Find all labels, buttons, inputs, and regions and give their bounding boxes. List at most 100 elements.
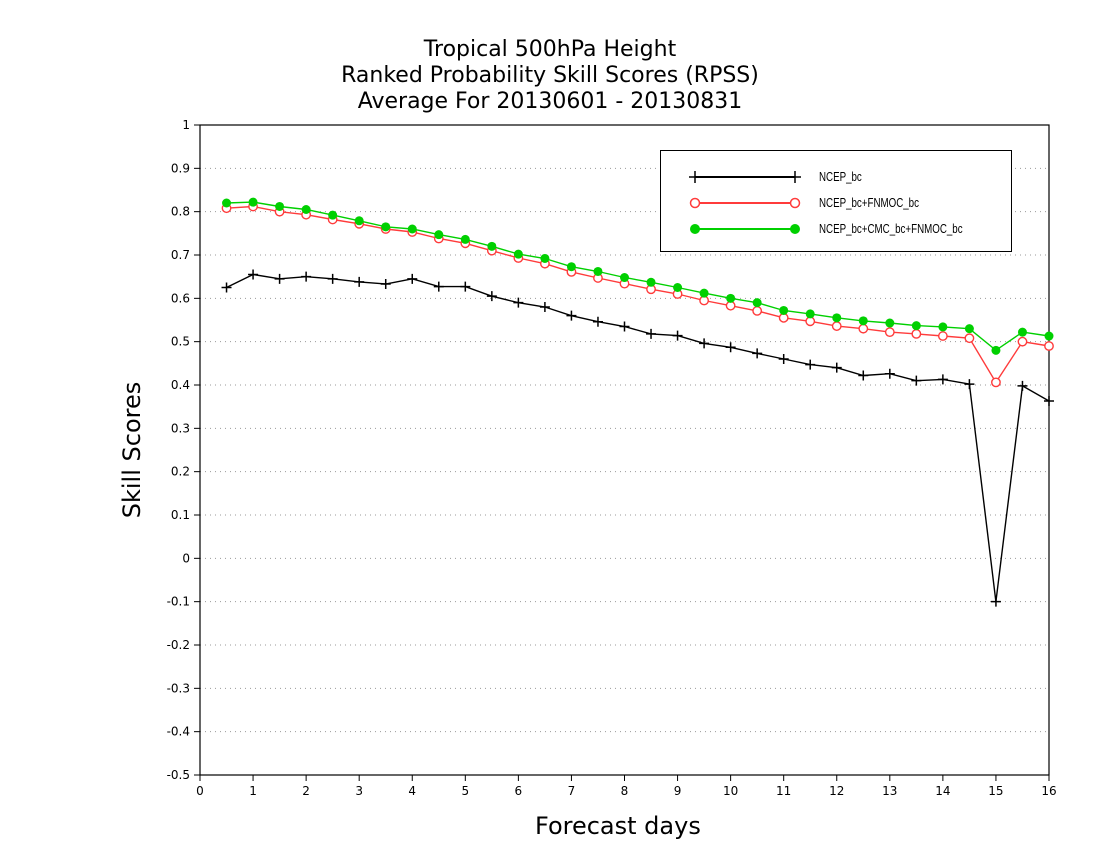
- legend-plus-marker-right: [789, 171, 801, 183]
- legend-plus-marker-left: [689, 171, 701, 183]
- data-point-filled-circle: [540, 253, 550, 263]
- x-tick-label: 7: [568, 784, 576, 798]
- data-point-filled-circle: [593, 266, 603, 276]
- y-tick-label: 0.6: [171, 291, 190, 305]
- data-point-filled-circle: [487, 241, 497, 251]
- data-point-filled-circle: [248, 197, 258, 207]
- data-point-plus: [964, 379, 975, 390]
- legend-line-swatch: [695, 228, 795, 230]
- data-point-filled-circle: [381, 222, 391, 232]
- legend: NCEP_bc NCEP_bc+FNMOC_bc NCEP_bc+CMC_bc+…: [660, 150, 1012, 252]
- legend-dot-marker-left: [690, 224, 700, 234]
- data-point-plus: [778, 354, 789, 364]
- data-point-plus: [592, 316, 603, 327]
- y-tick-label: -0.2: [167, 638, 190, 652]
- data-point-filled-circle: [991, 345, 1001, 355]
- data-point-filled-circle: [885, 318, 895, 328]
- data-point-filled-circle: [1017, 327, 1027, 337]
- data-point-plus: [990, 596, 1001, 607]
- y-tick-label: 0: [182, 551, 190, 565]
- x-tick-label: 1: [249, 784, 257, 798]
- legend-label: NCEP_bc+FNMOC_bc: [819, 195, 919, 210]
- data-point-plus: [354, 276, 365, 287]
- x-tick-label: 3: [355, 784, 363, 798]
- data-point-filled-circle: [513, 249, 523, 259]
- legend-entry-ncep-cmc-fnmoc: NCEP_bc+CMC_bc+FNMOC_bc: [661, 217, 1011, 241]
- data-point-plus: [407, 273, 418, 284]
- data-point-open-circle: [858, 323, 869, 334]
- y-tick-label: 0.5: [171, 335, 190, 349]
- data-point-plus: [380, 279, 391, 290]
- data-point-plus: [327, 273, 338, 284]
- x-tick-label: 12: [829, 784, 844, 798]
- data-point-filled-circle: [275, 201, 285, 211]
- y-tick-label: 0.7: [171, 248, 190, 262]
- data-point-open-circle: [937, 331, 948, 341]
- data-point-plus: [911, 375, 922, 386]
- data-point-filled-circle: [354, 216, 364, 226]
- x-tick-label: 13: [882, 784, 897, 798]
- data-point-filled-circle: [805, 309, 815, 319]
- x-tick-label: 4: [408, 784, 416, 798]
- data-point-filled-circle: [699, 288, 709, 298]
- data-point-filled-circle: [460, 234, 470, 244]
- chart-title-line-1: Tropical 500hPa Height: [423, 37, 677, 62]
- data-point-filled-circle: [434, 230, 444, 240]
- data-point-filled-circle: [407, 224, 417, 234]
- data-point-plus: [460, 281, 471, 292]
- x-tick-label: 16: [1041, 784, 1056, 798]
- y-tick-label: 0.1: [171, 508, 190, 522]
- data-point-filled-circle: [964, 324, 974, 334]
- data-point-filled-circle: [328, 210, 338, 220]
- x-tick-label: 11: [776, 784, 791, 798]
- x-tick-label: 10: [723, 784, 738, 798]
- data-point-plus: [858, 370, 869, 381]
- series-line-0: [226, 273, 1050, 602]
- data-point-plus: [433, 281, 444, 292]
- data-point-plus: [805, 359, 816, 370]
- y-tick-label: -0.4: [167, 725, 190, 739]
- legend-label: NCEP_bc+CMC_bc+FNMOC_bc: [819, 221, 963, 236]
- data-point-open-circle: [991, 377, 1001, 388]
- data-point-filled-circle: [620, 273, 629, 283]
- data-point-plus: [725, 342, 736, 353]
- data-point-plus: [619, 321, 630, 332]
- y-tick-label: 1: [182, 118, 190, 132]
- data-point-open-circle: [964, 333, 975, 344]
- data-point-plus: [221, 282, 232, 293]
- data-point-plus: [539, 302, 550, 312]
- data-point-filled-circle: [752, 298, 762, 308]
- data-point-plus: [937, 374, 948, 385]
- x-tick-label: 0: [196, 784, 204, 798]
- legend-circle-marker-right: [789, 197, 801, 209]
- data-point-open-circle: [1017, 336, 1028, 347]
- y-tick-label: -0.1: [167, 595, 190, 609]
- x-tick-label: 15: [988, 784, 1003, 798]
- y-tick-label: 0.2: [171, 465, 190, 479]
- x-tick-label: 2: [302, 784, 310, 798]
- data-point-plus: [831, 362, 842, 373]
- data-point-plus: [752, 348, 763, 359]
- x-tick-label: 6: [515, 784, 523, 798]
- data-point-filled-circle: [858, 316, 868, 326]
- x-tick-label: 8: [621, 784, 629, 798]
- legend-line-swatch: [695, 176, 795, 178]
- x-tick-label: 9: [674, 784, 682, 798]
- chart-title-line-2: Ranked Probability Skill Scores (RPSS): [341, 63, 759, 88]
- y-tick-label: -0.3: [167, 681, 190, 695]
- data-point-open-circle: [911, 328, 922, 339]
- legend-entry-ncep-bc: NCEP_bc: [661, 165, 1011, 189]
- data-point-plus: [274, 273, 285, 284]
- y-tick-label: -0.5: [167, 768, 190, 782]
- data-point-filled-circle: [1044, 331, 1054, 341]
- y-tick-label: 0.9: [171, 161, 190, 175]
- chart-title-line-3: Average For 20130601 - 20130831: [357, 89, 743, 114]
- legend-circle-marker-left: [689, 197, 701, 209]
- data-point-plus: [884, 368, 895, 379]
- data-point-filled-circle: [673, 283, 683, 292]
- data-point-plus: [672, 330, 683, 341]
- data-point-filled-circle: [911, 321, 921, 331]
- legend-line-swatch: [695, 202, 795, 204]
- legend-entry-ncep-fnmoc: NCEP_bc+FNMOC_bc: [661, 191, 1011, 215]
